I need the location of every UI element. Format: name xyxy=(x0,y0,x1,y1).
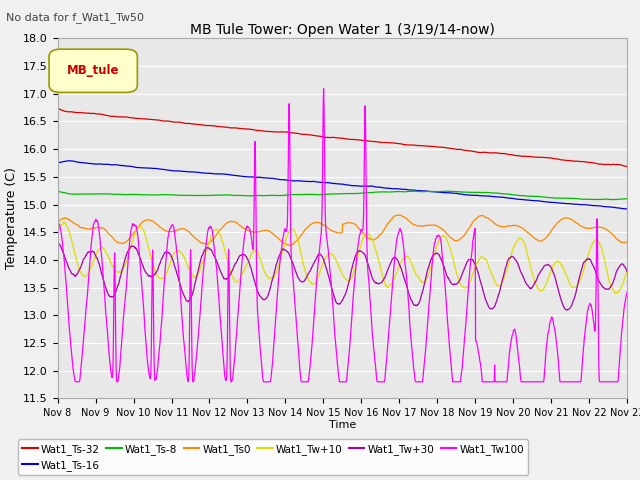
Wat1_Tw+30 xyxy=(244,257,252,263)
Wat1_Ts0 xyxy=(244,228,252,233)
Line: Wat1_Ts0: Wat1_Ts0 xyxy=(58,215,627,245)
Wat1_Tw+30 xyxy=(180,293,188,299)
Wat1_Ts-16 xyxy=(181,168,189,174)
Wat1_Tw100 xyxy=(623,289,631,295)
Wat1_Ts-16 xyxy=(556,200,564,206)
Title: MB Tule Tower: Open Water 1 (3/19/14-now): MB Tule Tower: Open Water 1 (3/19/14-now… xyxy=(190,23,495,37)
Wat1_Tw100 xyxy=(167,225,175,231)
Wat1_Ts-16 xyxy=(244,174,252,180)
Wat1_Ts-8 xyxy=(244,193,252,199)
Wat1_Ts-8 xyxy=(506,192,513,197)
Line: Wat1_Ts-8: Wat1_Ts-8 xyxy=(58,191,627,200)
Wat1_Ts0 xyxy=(166,228,174,234)
Wat1_Ts-32 xyxy=(431,144,438,149)
Wat1_Tw+30 xyxy=(556,291,563,297)
Wat1_Tw100 xyxy=(506,346,514,352)
Line: Wat1_Ts-16: Wat1_Ts-16 xyxy=(58,161,627,209)
Wat1_Tw100 xyxy=(432,236,440,242)
Wat1_Tw+10 xyxy=(611,290,619,296)
Wat1_Ts-16 xyxy=(431,189,439,195)
Wat1_Ts-8 xyxy=(431,189,439,194)
Wat1_Tw+10 xyxy=(244,258,252,264)
Wat1_Tw+10 xyxy=(167,258,175,264)
Legend: Wat1_Ts-32, Wat1_Ts-16, Wat1_Ts-8, Wat1_Ts0, Wat1_Tw+10, Wat1_Tw+30, Wat1_Tw100: Wat1_Ts-32, Wat1_Ts-16, Wat1_Ts-8, Wat1_… xyxy=(18,439,528,475)
Wat1_Ts-32 xyxy=(54,106,61,111)
Wat1_Tw+10 xyxy=(61,219,68,225)
Wat1_Ts0 xyxy=(432,223,440,228)
Wat1_Ts-16 xyxy=(54,160,61,166)
Wat1_Ts-8 xyxy=(166,192,174,198)
Wat1_Ts0 xyxy=(180,226,188,232)
Y-axis label: Temperature (C): Temperature (C) xyxy=(4,168,17,269)
Wat1_Ts-8 xyxy=(180,192,188,198)
Wat1_Ts-32 xyxy=(623,164,631,169)
Wat1_Tw100 xyxy=(320,85,328,91)
Text: No data for f_Wat1_Tw50: No data for f_Wat1_Tw50 xyxy=(6,12,145,23)
Wat1_Ts0 xyxy=(285,242,293,248)
Wat1_Ts0 xyxy=(556,217,564,223)
Line: Wat1_Tw+10: Wat1_Tw+10 xyxy=(58,222,627,293)
Wat1_Ts-32 xyxy=(244,126,252,132)
Wat1_Ts0 xyxy=(623,239,631,244)
Wat1_Tw+30 xyxy=(54,240,61,245)
Wat1_Tw+10 xyxy=(506,257,513,263)
Wat1_Tw+30 xyxy=(431,251,438,257)
X-axis label: Time: Time xyxy=(329,420,356,430)
Wat1_Tw+10 xyxy=(623,267,631,273)
Wat1_Ts-8 xyxy=(609,197,617,203)
Line: Wat1_Tw+30: Wat1_Tw+30 xyxy=(58,242,627,310)
Wat1_Ts-8 xyxy=(54,188,61,194)
Wat1_Tw100 xyxy=(72,379,79,384)
Wat1_Tw+30 xyxy=(563,307,571,313)
Wat1_Tw+10 xyxy=(556,260,564,265)
Wat1_Ts0 xyxy=(395,212,403,218)
Wat1_Ts-16 xyxy=(623,206,631,212)
Wat1_Tw100 xyxy=(244,224,252,230)
Wat1_Tw100 xyxy=(556,379,564,384)
Line: Wat1_Tw100: Wat1_Tw100 xyxy=(58,88,627,382)
Line: Wat1_Ts-32: Wat1_Ts-32 xyxy=(58,108,627,167)
Wat1_Tw+10 xyxy=(431,249,439,254)
Wat1_Ts-8 xyxy=(556,195,564,201)
Wat1_Tw+30 xyxy=(506,255,513,261)
Wat1_Tw+10 xyxy=(181,255,189,261)
Wat1_Ts-16 xyxy=(167,168,175,173)
Wat1_Ts-32 xyxy=(556,156,563,162)
Wat1_Ts-32 xyxy=(506,152,513,157)
Wat1_Tw100 xyxy=(181,348,189,353)
FancyBboxPatch shape xyxy=(49,49,138,92)
Wat1_Ts0 xyxy=(54,220,61,226)
Wat1_Tw+10 xyxy=(54,230,61,236)
Wat1_Tw100 xyxy=(54,221,61,227)
Wat1_Ts-32 xyxy=(166,119,174,124)
Wat1_Ts-8 xyxy=(411,188,419,194)
Wat1_Ts-16 xyxy=(65,158,72,164)
Wat1_Ts-32 xyxy=(180,120,188,126)
Wat1_Ts0 xyxy=(506,223,514,229)
Wat1_Tw+30 xyxy=(623,269,631,275)
Wat1_Ts-8 xyxy=(623,196,631,202)
Wat1_Tw+30 xyxy=(166,252,174,257)
Wat1_Ts-16 xyxy=(506,195,513,201)
Text: MB_tule: MB_tule xyxy=(67,64,120,77)
